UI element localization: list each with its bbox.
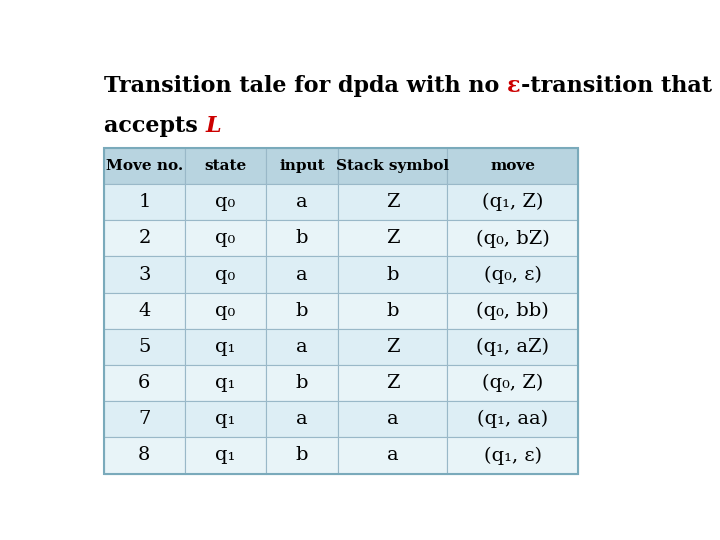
Bar xyxy=(266,437,338,474)
Bar xyxy=(185,329,266,365)
Text: Move no.: Move no. xyxy=(106,159,183,173)
Bar xyxy=(185,437,266,474)
Bar xyxy=(338,437,447,474)
Bar xyxy=(447,329,578,365)
Text: (q₁, ε): (q₁, ε) xyxy=(484,447,541,464)
Bar xyxy=(266,293,338,329)
Text: (q₀, bb): (q₀, bb) xyxy=(477,302,549,320)
Text: 3: 3 xyxy=(138,266,150,284)
Text: (q₀, ε): (q₀, ε) xyxy=(484,266,541,284)
Bar xyxy=(104,293,185,329)
Text: a: a xyxy=(296,410,308,428)
Bar xyxy=(185,293,266,329)
Bar xyxy=(447,184,578,220)
Text: accepts: accepts xyxy=(104,114,205,137)
Text: b: b xyxy=(296,230,308,247)
Bar xyxy=(266,148,338,184)
Text: b: b xyxy=(387,302,399,320)
Bar xyxy=(338,184,447,220)
Text: a: a xyxy=(387,410,399,428)
Bar xyxy=(266,365,338,401)
Text: q₀: q₀ xyxy=(215,302,235,320)
Text: Transition tale for dpda with no: Transition tale for dpda with no xyxy=(104,75,507,97)
Text: ε: ε xyxy=(507,75,521,97)
Text: Z: Z xyxy=(386,374,400,392)
Bar xyxy=(266,184,338,220)
Text: Z: Z xyxy=(386,230,400,247)
Bar xyxy=(185,220,266,256)
Bar xyxy=(338,365,447,401)
Text: b: b xyxy=(296,374,308,392)
Bar xyxy=(447,220,578,256)
Bar xyxy=(185,184,266,220)
Bar xyxy=(185,365,266,401)
Text: a: a xyxy=(387,447,399,464)
Bar xyxy=(447,401,578,437)
Bar xyxy=(447,365,578,401)
Text: input: input xyxy=(279,159,325,173)
Text: 2: 2 xyxy=(138,230,150,247)
Text: q₁: q₁ xyxy=(215,338,235,356)
Text: 1: 1 xyxy=(138,193,150,211)
Text: q₀: q₀ xyxy=(215,266,235,284)
Text: 7: 7 xyxy=(138,410,150,428)
Bar xyxy=(185,401,266,437)
Bar xyxy=(447,256,578,293)
Bar xyxy=(104,184,185,220)
Text: (q₁, Z): (q₁, Z) xyxy=(482,193,544,211)
Text: Stack symbol: Stack symbol xyxy=(336,159,449,173)
Text: 8: 8 xyxy=(138,447,150,464)
Text: (q₀, Z): (q₀, Z) xyxy=(482,374,544,392)
Bar xyxy=(185,148,266,184)
Bar xyxy=(338,148,447,184)
Bar xyxy=(104,220,185,256)
Bar xyxy=(338,256,447,293)
Text: a: a xyxy=(296,338,308,356)
Text: q₀: q₀ xyxy=(215,230,235,247)
Bar xyxy=(338,329,447,365)
Bar xyxy=(104,401,185,437)
Text: state: state xyxy=(204,159,246,173)
Bar xyxy=(104,148,185,184)
Bar xyxy=(104,437,185,474)
Bar xyxy=(447,437,578,474)
Text: q₁: q₁ xyxy=(215,374,235,392)
Text: L: L xyxy=(205,114,221,137)
Bar xyxy=(266,401,338,437)
Text: q₁: q₁ xyxy=(215,447,235,464)
Text: b: b xyxy=(387,266,399,284)
Text: move: move xyxy=(490,159,535,173)
Text: (q₁, aZ): (q₁, aZ) xyxy=(476,338,549,356)
Bar xyxy=(185,256,266,293)
Bar xyxy=(266,329,338,365)
Text: q₀: q₀ xyxy=(215,193,235,211)
Bar xyxy=(104,365,185,401)
Text: (q₀, bZ): (q₀, bZ) xyxy=(476,230,549,247)
Text: b: b xyxy=(296,302,308,320)
Text: Z: Z xyxy=(386,193,400,211)
Text: a: a xyxy=(296,193,308,211)
Text: q₁: q₁ xyxy=(215,410,235,428)
Bar xyxy=(447,148,578,184)
Bar xyxy=(447,293,578,329)
Bar xyxy=(266,256,338,293)
Text: Z: Z xyxy=(386,338,400,356)
Text: a: a xyxy=(296,266,308,284)
Text: (q₁, aa): (q₁, aa) xyxy=(477,410,548,428)
Bar xyxy=(104,148,578,474)
Bar xyxy=(338,401,447,437)
Text: b: b xyxy=(296,447,308,464)
Bar xyxy=(338,293,447,329)
Text: 6: 6 xyxy=(138,374,150,392)
Bar xyxy=(104,329,185,365)
Text: 4: 4 xyxy=(138,302,150,320)
Text: -transition that: -transition that xyxy=(521,75,711,97)
Bar xyxy=(104,256,185,293)
Bar xyxy=(338,220,447,256)
Text: 5: 5 xyxy=(138,338,150,356)
Bar xyxy=(266,220,338,256)
